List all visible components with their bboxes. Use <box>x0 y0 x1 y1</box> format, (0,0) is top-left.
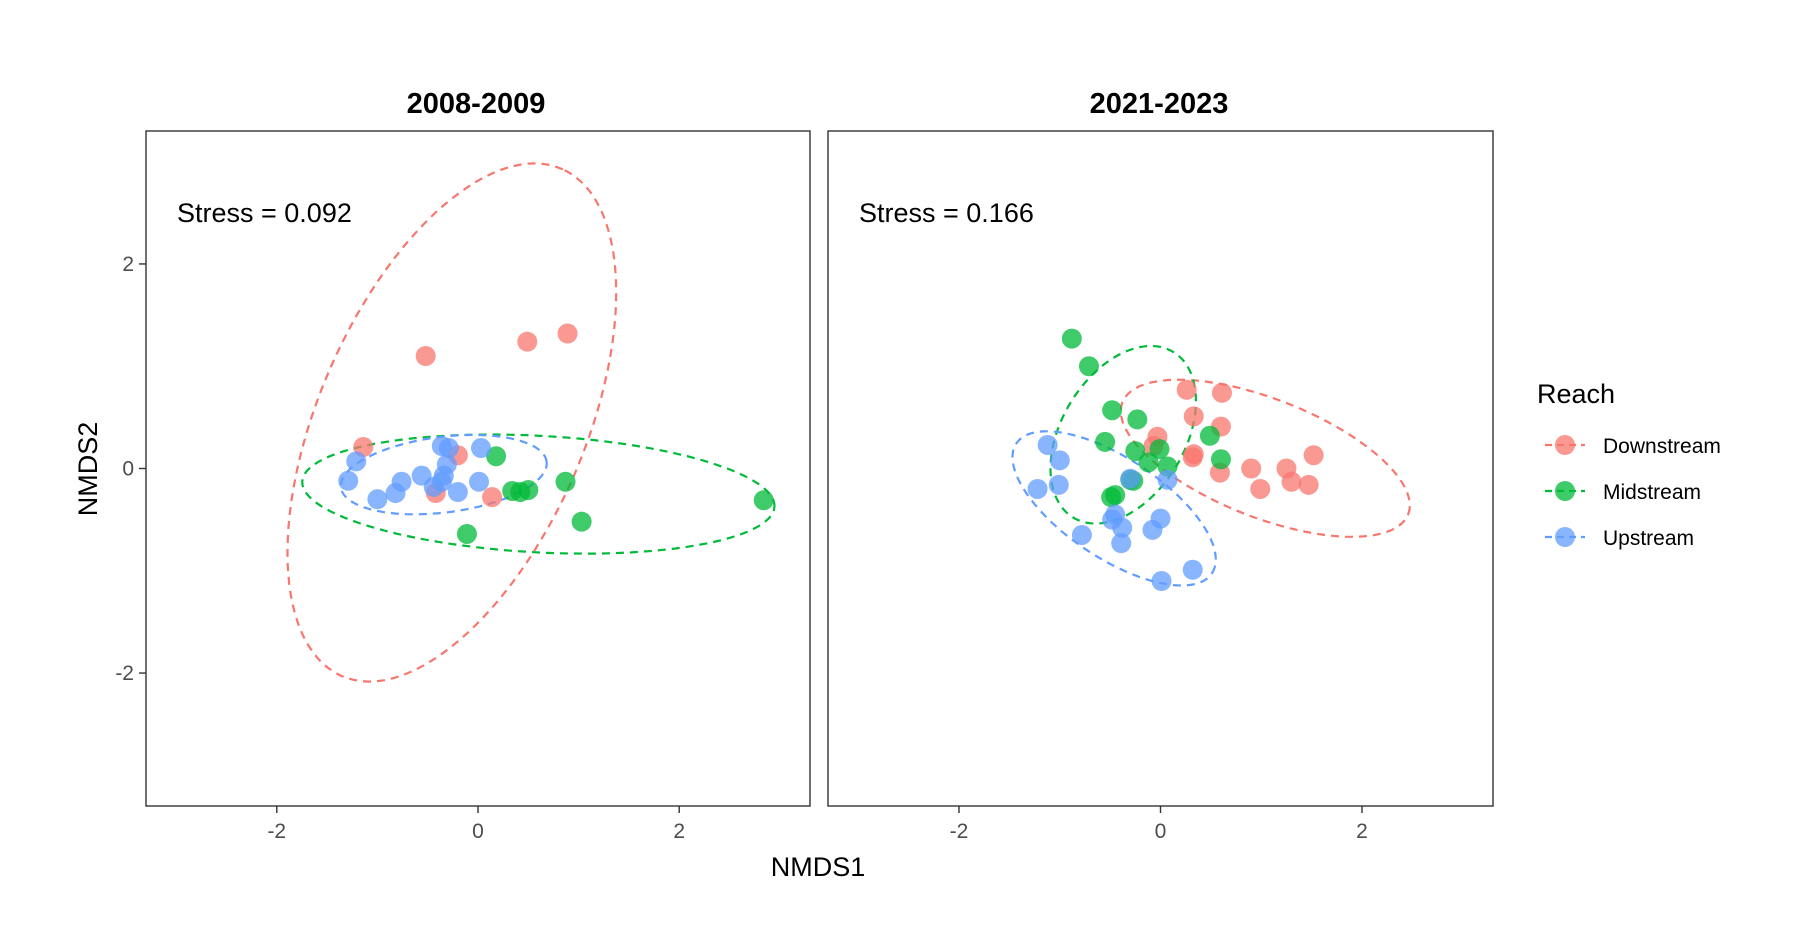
y-tick-label: 2 <box>122 253 134 276</box>
legend-item-downstream: Downstream <box>1545 435 1721 458</box>
ellipse-upstream <box>1011 430 1217 587</box>
legend-item-upstream: Upstream <box>1545 527 1694 550</box>
point-midstream <box>456 523 477 544</box>
x-axis: -2 0 2 <box>267 806 685 843</box>
point-midstream <box>1102 400 1123 421</box>
point-downstream <box>1176 379 1197 400</box>
point-upstream <box>1027 478 1048 499</box>
plot-area: Stress = 0.092 <box>145 130 811 807</box>
y-tick-label: -2 <box>115 662 134 685</box>
ellipse-downstream <box>286 162 618 683</box>
point-upstream <box>1112 517 1133 538</box>
point-midstream <box>1078 356 1099 377</box>
point-upstream <box>1151 571 1172 591</box>
point-midstream <box>1210 449 1231 470</box>
point-upstream <box>1111 533 1132 554</box>
point-upstream <box>391 471 412 492</box>
point-midstream <box>1199 425 1220 446</box>
point-downstream <box>1250 478 1271 499</box>
y-axis-title: NMDS2 <box>73 422 103 517</box>
point-upstream <box>447 482 468 503</box>
stress-annotation: Stress = 0.166 <box>859 198 1034 228</box>
plot-area: Stress = 0.166 <box>827 130 1494 807</box>
point-upstream <box>1120 468 1141 489</box>
panel-title: 2021-2023 <box>1090 88 1229 120</box>
legend-label: Downstream <box>1603 435 1721 458</box>
scatter-points <box>1027 328 1324 591</box>
legend-label: Midstream <box>1603 481 1701 504</box>
panel-2021-2023: 2021-2023 Stress = 0.166 -2 0 2 <box>827 88 1494 843</box>
x-tick-label: 0 <box>472 820 484 843</box>
point-midstream <box>1061 328 1082 349</box>
point-downstream <box>1183 444 1204 465</box>
point-midstream <box>555 471 576 492</box>
panel-2008-2009: 2008-2009 Stress = 0.092 -2 0 2 -2 0 2 <box>115 88 811 843</box>
ellipse-midstream <box>301 433 776 555</box>
point-downstream <box>415 346 436 366</box>
x-tick-label: -2 <box>950 820 969 843</box>
point-downstream <box>482 487 503 508</box>
panel-title: 2008-2009 <box>407 88 546 120</box>
x-axis: -2 0 2 <box>950 806 1368 843</box>
point-downstream <box>1281 471 1302 492</box>
point-midstream <box>753 490 774 511</box>
point-upstream <box>469 471 490 492</box>
point-midstream <box>1101 487 1122 508</box>
point-upstream <box>431 436 452 456</box>
point-midstream <box>1095 431 1116 452</box>
point-upstream <box>1048 474 1069 495</box>
point-midstream <box>486 446 507 467</box>
x-axis-title: NMDS1 <box>771 852 866 882</box>
point-midstream <box>1149 439 1170 460</box>
point-midstream <box>1127 409 1148 430</box>
point-downstream <box>1298 474 1319 495</box>
scatter-points <box>338 323 774 544</box>
x-tick-label: -2 <box>267 820 286 843</box>
legend-title: Reach <box>1537 379 1615 409</box>
legend-marker <box>1555 527 1575 547</box>
y-axis: -2 0 2 <box>115 253 146 685</box>
point-downstream <box>1303 445 1324 466</box>
point-upstream <box>1182 559 1203 580</box>
point-midstream <box>1125 441 1146 462</box>
plot-border <box>145 130 811 807</box>
legend-marker <box>1555 435 1575 455</box>
point-upstream <box>471 438 492 459</box>
point-upstream <box>367 489 388 510</box>
y-tick-label: 0 <box>122 458 134 481</box>
legend-items: Downstream Midstream Upstream <box>1545 435 1721 550</box>
point-downstream <box>1211 382 1232 403</box>
point-downstream <box>517 331 538 352</box>
point-upstream <box>338 470 359 491</box>
point-midstream <box>518 479 539 500</box>
point-midstream <box>1138 452 1159 473</box>
point-upstream <box>1037 434 1058 455</box>
legend: Reach Downstream Midstream Upstream <box>1537 379 1721 550</box>
point-midstream <box>571 511 592 532</box>
ellipse-downstream <box>1119 378 1411 538</box>
legend-item-midstream: Midstream <box>1545 481 1701 504</box>
point-upstream <box>346 451 367 472</box>
stress-annotation: Stress = 0.092 <box>177 198 352 228</box>
point-upstream <box>1142 519 1163 540</box>
x-tick-label: 0 <box>1155 820 1167 843</box>
point-upstream <box>436 454 457 475</box>
x-tick-label: 2 <box>1356 820 1368 843</box>
point-downstream <box>557 323 578 344</box>
point-upstream <box>1157 469 1178 490</box>
legend-marker <box>1555 481 1575 501</box>
point-downstream <box>1241 458 1262 479</box>
x-tick-label: 2 <box>673 820 685 843</box>
confidence-ellipses <box>286 162 776 683</box>
point-downstream <box>1183 406 1204 427</box>
point-upstream <box>1071 524 1092 545</box>
point-upstream <box>1049 450 1070 471</box>
legend-label: Upstream <box>1603 527 1694 550</box>
